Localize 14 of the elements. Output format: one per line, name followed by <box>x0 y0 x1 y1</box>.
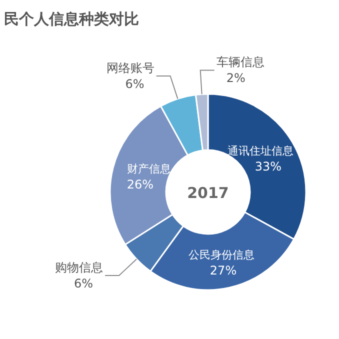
slice-label: 购物信息 <box>55 260 104 275</box>
slice-label: 网络账号 <box>106 60 154 75</box>
slice-label: 通讯住址信息 <box>228 144 294 158</box>
text: 2017 <box>187 184 229 202</box>
data-label: 6% <box>125 76 144 91</box>
slice-label: 车辆信息 <box>216 55 264 70</box>
chart-title: 民个人信息种类对比 <box>4 10 139 28</box>
data-label: 26% <box>126 178 154 192</box>
data-label: 2% <box>226 71 246 86</box>
slice-label: 财产信息 <box>126 162 171 176</box>
data-label: 33% <box>254 159 282 174</box>
slice-label: 公民身份信息 <box>188 248 254 262</box>
data-label: 27% <box>210 263 237 278</box>
data-label: 6% <box>74 276 94 291</box>
